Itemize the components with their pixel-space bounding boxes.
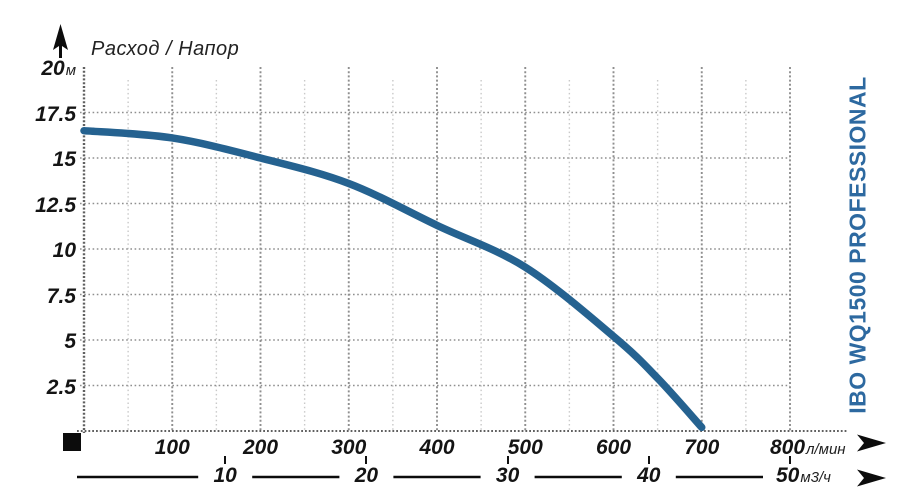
right-arrow-icon [857, 469, 886, 487]
x-axis-tick-label: 400 [419, 436, 455, 459]
y-axis-tick-label: 10 [52, 239, 76, 262]
chart-title: Расход / Напор [91, 38, 240, 60]
secondary-axis-tick [647, 456, 650, 464]
x-axis-tick-label: 600 [595, 436, 632, 459]
secondary-axis-tick-label: 10 [213, 464, 237, 487]
y-axis-tick-label: 5 [64, 330, 76, 353]
x-axis-tick-label: 300 [331, 436, 367, 459]
axis-unit-label: л/мин [806, 441, 846, 458]
y-axis-tick-label: 7.5 [46, 284, 76, 308]
origin-square-marker [63, 433, 81, 451]
axis-unit-label: м3/ч [800, 469, 831, 486]
y-axis-tick-label: 15 [52, 148, 76, 171]
x-axis-tick-label: 200 [242, 436, 279, 459]
x-axis-tick-label: 100 [154, 436, 190, 459]
right-arrow-icon [857, 434, 886, 452]
y-axis-tick-label: 2.5 [46, 375, 76, 399]
axis-unit-label: м [65, 62, 76, 79]
secondary-axis-tick-label: 40 [637, 464, 661, 487]
secondary-axis-tick [365, 456, 368, 464]
grid-minor-lines [127, 80, 747, 431]
x-axis-tick-label: 700 [684, 436, 720, 459]
secondary-axis-tick [506, 456, 509, 464]
y-axis-tick-label: 20м [41, 57, 76, 80]
grid-major-lines [80, 67, 791, 431]
y-axis-tick-label: 17.5 [35, 102, 76, 126]
secondary-axis-tick [789, 456, 791, 464]
x-axis-tick-label: 500 [507, 436, 543, 459]
secondary-axis-tick [224, 456, 227, 464]
x-axis-tick-label: 800л/мин [770, 436, 846, 459]
secondary-axis-tick-label: 20 [354, 464, 379, 487]
secondary-axis-tick-label: 50м3/ч [776, 464, 831, 487]
brand-model-label: IBO WQ1500 PROFESSIONAL [844, 76, 871, 414]
secondary-axis-tick-label: 30 [495, 464, 520, 487]
pump-performance-curve [80, 126, 706, 432]
up-arrow-icon [53, 24, 68, 58]
y-axis-tick-label: 12.5 [35, 193, 76, 217]
axis-dotted-lines [77, 67, 848, 433]
